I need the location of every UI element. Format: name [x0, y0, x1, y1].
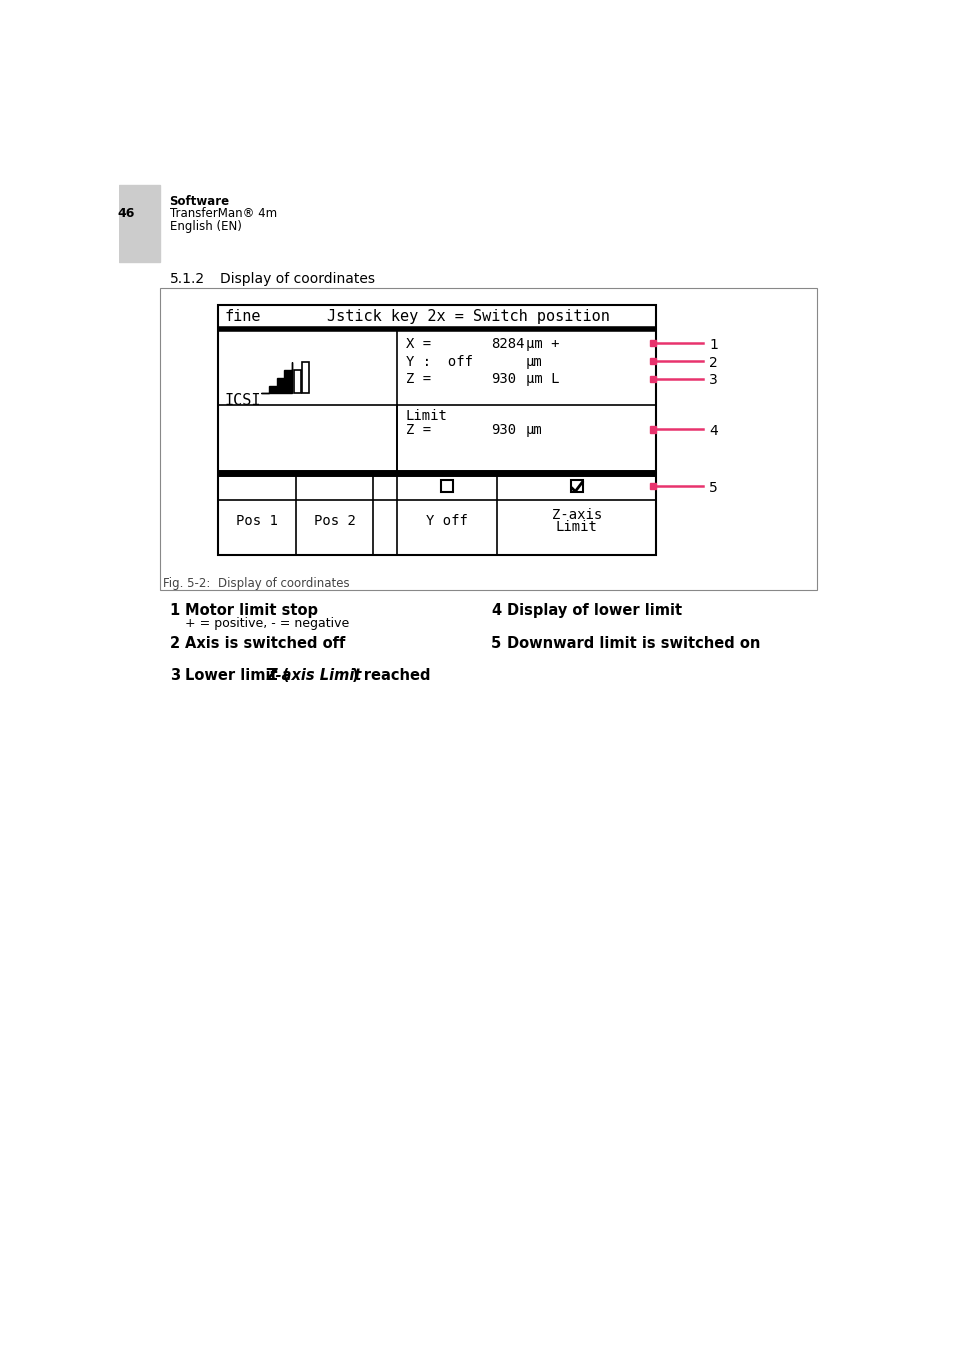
Text: Z-axis Limit: Z-axis Limit: [266, 668, 361, 683]
Text: fine: fine: [224, 310, 261, 324]
Polygon shape: [261, 362, 292, 393]
Text: 5: 5: [491, 635, 501, 650]
Bar: [649, 426, 656, 433]
Text: 1: 1: [170, 603, 180, 618]
Bar: [159, 288, 816, 589]
Text: Downward limit is switched on: Downward limit is switched on: [506, 635, 760, 650]
Bar: [649, 341, 656, 346]
Bar: [440, 480, 453, 492]
Text: 46: 46: [117, 207, 134, 220]
Text: Z-axis: Z-axis: [551, 508, 601, 522]
Text: + = positive, - = negative: + = positive, - = negative: [185, 618, 349, 630]
Bar: [649, 358, 656, 364]
Text: Y :  off: Y : off: [406, 354, 473, 369]
Text: 4: 4: [491, 603, 501, 618]
Text: 5: 5: [708, 480, 717, 495]
Text: Display of coordinates: Display of coordinates: [220, 272, 375, 287]
Text: TransferMan® 4m: TransferMan® 4m: [170, 207, 276, 220]
Text: μm: μm: [525, 423, 542, 437]
Text: Z =: Z =: [406, 372, 431, 387]
Text: 3: 3: [170, 668, 179, 683]
Text: English (EN): English (EN): [170, 220, 241, 233]
Bar: [649, 376, 656, 381]
Text: 2: 2: [170, 635, 179, 650]
Text: Software: Software: [170, 195, 230, 208]
Text: 1: 1: [708, 338, 718, 352]
Text: ) reached: ) reached: [352, 668, 430, 683]
Text: Display of coordinates: Display of coordinates: [217, 576, 349, 589]
Bar: [294, 370, 300, 393]
Text: μm +: μm +: [525, 337, 559, 352]
Text: 930: 930: [491, 372, 516, 387]
Text: μm L: μm L: [525, 372, 559, 387]
Text: 2: 2: [708, 356, 717, 369]
Text: Motor limit stop: Motor limit stop: [185, 603, 317, 618]
Text: Jstick key 2x = Switch position: Jstick key 2x = Switch position: [327, 310, 609, 324]
Text: Pos 2: Pos 2: [314, 514, 355, 529]
Text: 3: 3: [708, 373, 717, 387]
Text: Z =: Z =: [406, 423, 431, 437]
Bar: [119, 185, 159, 262]
Text: 4: 4: [708, 425, 717, 438]
Text: Axis is switched off: Axis is switched off: [185, 635, 345, 650]
Text: 5.1.2: 5.1.2: [170, 272, 205, 287]
Bar: [570, 480, 582, 492]
Text: ICSI: ICSI: [224, 393, 261, 408]
Bar: [302, 362, 309, 393]
Text: Lower limit (: Lower limit (: [185, 668, 289, 683]
Text: Y off: Y off: [426, 514, 468, 529]
Bar: [649, 483, 656, 489]
Text: μm: μm: [525, 354, 542, 369]
Text: Limit: Limit: [406, 410, 447, 423]
Text: 8284: 8284: [491, 337, 524, 352]
Text: Limit: Limit: [556, 521, 598, 534]
Text: X =: X =: [406, 337, 431, 352]
Bar: [218, 304, 656, 554]
Text: 930: 930: [491, 423, 516, 437]
Text: Display of lower limit: Display of lower limit: [506, 603, 681, 618]
Text: Fig. 5-2:: Fig. 5-2:: [163, 576, 211, 589]
Text: Pos 1: Pos 1: [236, 514, 278, 529]
